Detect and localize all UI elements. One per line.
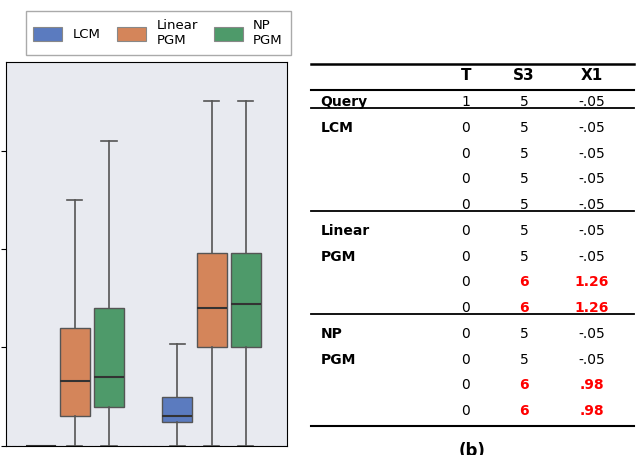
PathPatch shape xyxy=(94,308,124,406)
Text: 5: 5 xyxy=(520,353,528,367)
Text: 1.26: 1.26 xyxy=(575,275,609,289)
Text: 5: 5 xyxy=(520,327,528,341)
Text: 0: 0 xyxy=(461,327,470,341)
Text: -.05: -.05 xyxy=(579,327,605,341)
Text: .98: .98 xyxy=(579,378,604,392)
Text: 5: 5 xyxy=(520,250,528,263)
Text: .98: .98 xyxy=(579,404,604,418)
Text: 1: 1 xyxy=(461,95,470,109)
Text: 6: 6 xyxy=(519,404,529,418)
Text: 0: 0 xyxy=(461,121,470,135)
Text: -.05: -.05 xyxy=(579,224,605,238)
Text: 6: 6 xyxy=(519,301,529,315)
Text: 5: 5 xyxy=(520,172,528,187)
Text: 5: 5 xyxy=(520,121,528,135)
Text: S3: S3 xyxy=(513,68,535,83)
Text: -.05: -.05 xyxy=(579,121,605,135)
Text: -.05: -.05 xyxy=(579,95,605,109)
Text: 6: 6 xyxy=(519,378,529,392)
Text: 0: 0 xyxy=(461,198,470,212)
PathPatch shape xyxy=(196,253,227,348)
PathPatch shape xyxy=(163,397,193,422)
Text: 6: 6 xyxy=(519,275,529,289)
Text: PGM: PGM xyxy=(321,353,356,367)
Text: 0: 0 xyxy=(461,378,470,392)
Text: 0: 0 xyxy=(461,172,470,187)
Text: 5: 5 xyxy=(520,224,528,238)
Text: -.05: -.05 xyxy=(579,147,605,161)
Text: -.05: -.05 xyxy=(579,250,605,263)
Text: PGM: PGM xyxy=(321,250,356,263)
Text: LCM: LCM xyxy=(321,121,353,135)
Text: -.05: -.05 xyxy=(579,198,605,212)
Text: -.05: -.05 xyxy=(579,172,605,187)
Text: 0: 0 xyxy=(461,275,470,289)
Text: -.05: -.05 xyxy=(579,353,605,367)
Text: 1.26: 1.26 xyxy=(575,301,609,315)
Text: Linear: Linear xyxy=(321,224,370,238)
Text: X1: X1 xyxy=(580,68,603,83)
Text: 0: 0 xyxy=(461,404,470,418)
Text: (b): (b) xyxy=(459,442,486,455)
Text: 0: 0 xyxy=(461,224,470,238)
PathPatch shape xyxy=(60,328,90,416)
Text: 5: 5 xyxy=(520,198,528,212)
Text: 0: 0 xyxy=(461,250,470,263)
Text: T: T xyxy=(461,68,471,83)
Text: NP: NP xyxy=(321,327,342,341)
Text: 5: 5 xyxy=(520,147,528,161)
Legend: LCM, Linear
PGM, NP
PGM: LCM, Linear PGM, NP PGM xyxy=(26,11,291,55)
Text: Query: Query xyxy=(321,95,368,109)
PathPatch shape xyxy=(231,253,261,348)
Text: 5: 5 xyxy=(520,95,528,109)
Text: 0: 0 xyxy=(461,353,470,367)
Text: 0: 0 xyxy=(461,147,470,161)
Text: 0: 0 xyxy=(461,301,470,315)
